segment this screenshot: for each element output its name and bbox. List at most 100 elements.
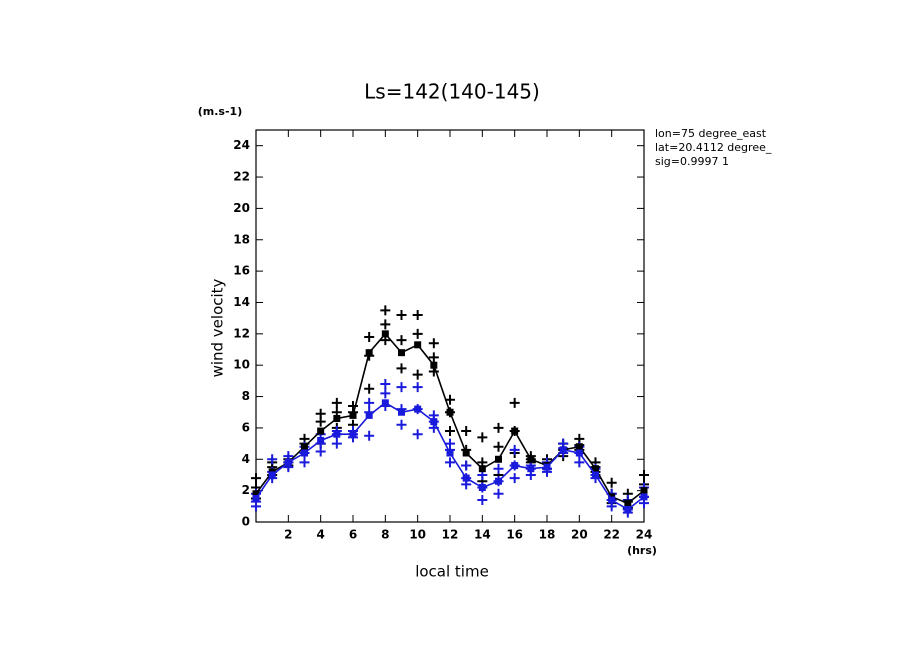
mean-point [398,408,405,416]
sample-point [396,419,407,430]
mean-point [575,449,583,457]
sample-point [445,438,455,449]
y-tick-label: 18 [233,232,250,246]
sample-point [445,457,455,468]
mean-point [414,341,422,349]
x-unit: (hrs) [627,544,657,557]
mean-point [592,471,599,479]
sample-point [267,454,278,465]
sample-point [364,331,375,342]
sample-point [412,369,423,380]
y-tick-label: 8 [242,389,250,403]
mean-point [317,436,325,444]
mean-line [255,332,645,505]
mean-point [349,430,357,438]
annotation: lat=20.4112 degree_ [655,141,772,154]
x-tick-label: 16 [506,528,523,542]
mean-point [640,487,648,495]
x-tick-label: 8 [381,528,389,542]
mean-point [462,449,470,457]
sample-point [493,463,504,474]
y-tick-label: 24 [233,138,250,152]
y-axis-label: wind velocity [209,278,227,377]
mean-point [624,499,632,507]
mean-point [317,427,325,435]
mean-point [430,418,438,426]
mean-point [527,465,535,473]
mean-point [252,490,260,498]
sample-point [380,305,391,316]
sample-point [396,310,407,321]
mean-point [527,455,535,463]
x-tick-label: 4 [316,528,324,542]
x-tick-label: 14 [474,528,491,542]
x-tick-label: 12 [442,528,459,542]
mean-point [284,458,292,466]
mean-point [333,430,341,438]
sample-point [574,457,585,468]
mean-point [559,446,567,454]
sample-point [639,469,649,480]
y-tick-label: 10 [233,358,250,372]
sample-point [396,363,407,374]
mean-point [495,455,502,463]
y-tick-label: 6 [242,420,250,434]
mean-point [446,408,454,416]
sample-point [509,473,520,484]
sample-point [509,444,520,455]
x-tick-label: 18 [539,528,556,542]
sample-point [348,400,358,411]
y-tick-label: 22 [233,170,250,184]
mean-point [446,449,454,457]
chart-title: Ls=142(140-145) [364,80,540,104]
y-unit: (m.s-1) [198,105,242,118]
sample-point [606,477,617,488]
x-tick-label: 20 [571,528,588,542]
sample-point [445,426,455,437]
annotation: lon=75 degree_east [655,127,767,140]
mean-point [301,449,308,457]
sample-point [412,382,423,393]
sample-point [412,429,423,440]
x-tick-label: 22 [603,528,620,542]
mean-point [381,330,389,338]
sample-point [331,397,342,408]
sample-point [445,394,455,405]
y-tick-label: 16 [233,264,250,278]
mean-point [252,494,260,502]
mean-point [333,415,341,423]
sample-point [461,460,472,471]
sample-point [364,397,375,408]
mean-point [495,477,502,485]
sample-point [380,388,391,399]
sample-point [509,397,520,408]
x-axis-label: local time [415,563,489,581]
sample-point [477,432,488,443]
x-tick-label: 24 [636,528,653,542]
sample-point [396,335,407,346]
sample-point [493,441,504,452]
mean-point [365,349,373,357]
mean-point [478,484,486,492]
mean-point [398,349,405,357]
sample-point [331,438,342,449]
mean-point [462,474,470,482]
mean-point [511,462,519,470]
x-tick-label: 6 [349,528,357,542]
sample-point [493,422,504,433]
mean-point [543,463,551,471]
sample-point [380,319,391,330]
sample-point [493,488,504,499]
mean-point [640,493,648,501]
mean-point [381,399,389,407]
y-tick-label: 14 [233,295,250,309]
mean-point [414,405,422,413]
sample-point [428,352,439,363]
sample-point [477,495,488,506]
mean-point [301,443,308,451]
mean-point [365,411,373,419]
x-tick-label: 10 [409,528,426,542]
sample-point [364,383,375,394]
sample-point [299,457,310,468]
